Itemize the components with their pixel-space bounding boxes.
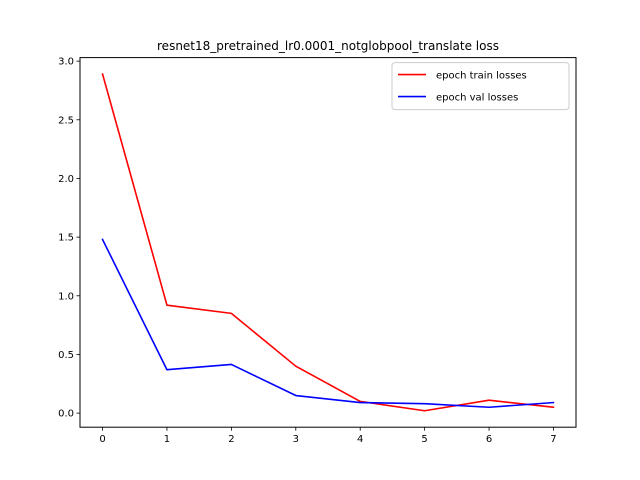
y-tick-label: 0.5 [58, 350, 74, 361]
y-tick-label: 0.0 [58, 409, 74, 420]
y-tick-label: 2.0 [58, 174, 74, 185]
plot-frame [79, 57, 577, 428]
x-tick-label: 0 [99, 434, 105, 445]
x-tick-label: 5 [421, 434, 427, 445]
legend-label: epoch train losses [436, 71, 527, 82]
y-tick-label: 1.5 [58, 233, 74, 244]
legend: epoch train losses epoch val losses [391, 62, 570, 111]
legend-box [391, 62, 570, 111]
x-tick-label: 7 [550, 434, 556, 445]
x-tick-label: 2 [228, 434, 234, 445]
x-tick-label: 6 [486, 434, 492, 445]
y-tick-label: 3.0 [58, 57, 74, 68]
y-tick-label: 2.5 [58, 115, 74, 126]
chart-title: resnet18_pretrained_lr0.0001_notglobpool… [157, 39, 499, 53]
series-line-val [101, 238, 555, 409]
x-tick-label: 4 [357, 434, 363, 445]
y-tick-label: 1.0 [58, 291, 74, 302]
series-line-train [101, 73, 555, 412]
plot-lines [101, 73, 555, 412]
y-axis: 0.0 0.5 1.0 1.5 2.0 2.5 3.0 [58, 57, 80, 420]
x-axis: 0 1 2 3 4 5 6 7 [99, 427, 557, 445]
x-tick-label: 3 [293, 434, 299, 445]
legend-label: epoch val losses [436, 93, 518, 104]
x-tick-label: 1 [164, 434, 170, 445]
